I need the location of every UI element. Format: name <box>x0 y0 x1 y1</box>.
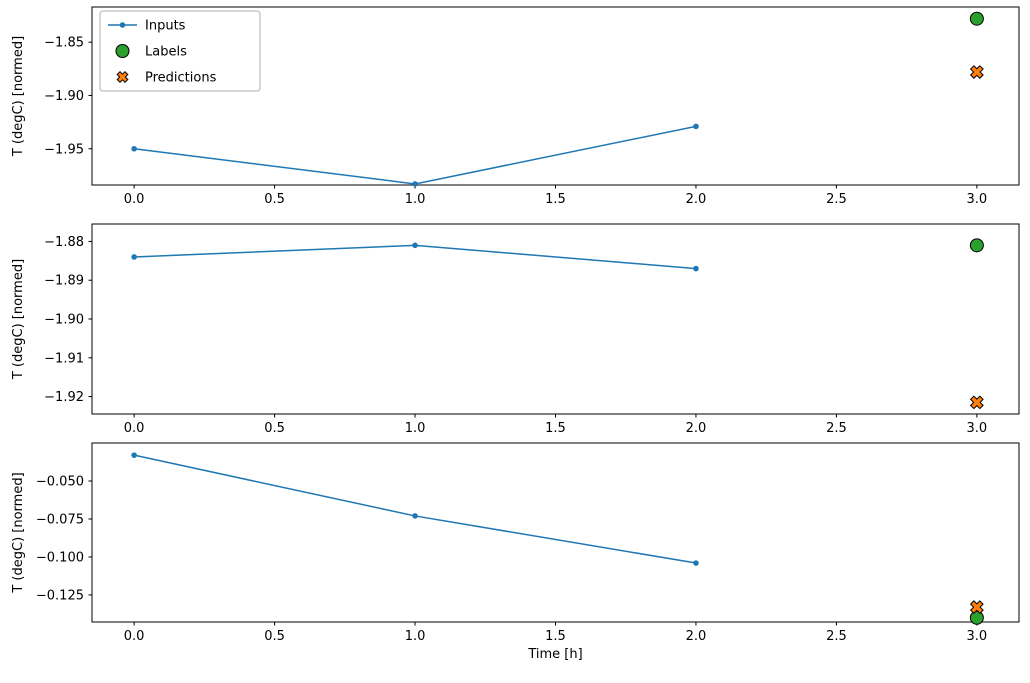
x-tick-label: 2.0 <box>686 421 707 436</box>
legend-box <box>99 10 261 92</box>
x-tick-label: 0.5 <box>264 192 285 207</box>
input-point-marker <box>412 181 418 187</box>
series-line-inputs <box>134 125 697 185</box>
legend-label: Inputs <box>145 19 186 34</box>
input-point-marker <box>412 242 418 249</box>
series-line-inputs <box>134 244 697 270</box>
legend-label: Labels <box>145 45 187 60</box>
x-tick-label: 0.0 <box>124 421 145 436</box>
x-tick-label: 1.0 <box>405 421 426 436</box>
x-tick-label: 1.0 <box>405 629 426 644</box>
label-circle-marker <box>969 11 984 26</box>
input-point-marker <box>412 513 418 519</box>
x-axis-label: Time [h] <box>527 647 582 662</box>
label-circle-marker <box>969 610 984 625</box>
legend-label: Predictions <box>145 71 217 86</box>
input-point-marker <box>693 560 699 566</box>
prediction-x-marker <box>969 600 984 615</box>
input-point-marker <box>131 145 137 152</box>
input-point-marker <box>693 123 699 130</box>
y-tick-label: −0.125 <box>36 588 84 603</box>
x-tick-label: 2.5 <box>826 629 847 644</box>
y-axis-label: T (degC) [normed] <box>11 472 26 593</box>
x-tick-label: 3.0 <box>967 421 988 436</box>
legend-line-dot <box>119 22 126 28</box>
y-axis-label: T (degC) [normed] <box>11 259 26 380</box>
x-tick-label: 3.0 <box>967 192 988 207</box>
y-tick-label: −1.90 <box>44 313 84 328</box>
x-tick-label: 0.5 <box>264 629 285 644</box>
x-tick-label: 2.5 <box>826 421 847 436</box>
x-tick-label: 1.0 <box>405 192 426 207</box>
x-tick-label: 0.0 <box>124 192 145 207</box>
y-tick-label: −1.90 <box>44 89 84 104</box>
legend-x-sample <box>116 70 129 84</box>
x-tick-label: 2.0 <box>686 629 707 644</box>
y-tick-label: −1.85 <box>44 36 84 51</box>
y-tick-label: −1.89 <box>44 274 84 289</box>
y-axis-label: T (degC) [normed] <box>11 36 26 157</box>
y-tick-label: −0.050 <box>36 474 84 489</box>
x-tick-label: 0.0 <box>124 629 145 644</box>
label-circle-marker <box>969 238 984 253</box>
y-tick-label: −1.92 <box>44 390 84 405</box>
x-tick-label: 0.5 <box>264 421 285 436</box>
prediction-x-marker <box>969 65 984 79</box>
input-point-marker <box>131 452 137 458</box>
y-tick-label: −1.88 <box>44 235 84 250</box>
input-point-marker <box>693 265 699 272</box>
legend-circle-sample <box>115 44 130 58</box>
x-tick-label: 2.0 <box>686 192 707 207</box>
x-tick-label: 1.5 <box>545 421 566 436</box>
x-tick-label: 1.5 <box>545 629 566 644</box>
y-tick-label: −1.91 <box>44 351 84 366</box>
axes-frame <box>91 442 1020 623</box>
y-tick-label: −0.100 <box>36 550 84 565</box>
y-tick-label: −0.075 <box>36 512 84 527</box>
x-tick-label: 2.5 <box>826 192 847 207</box>
x-tick-label: 1.5 <box>545 192 566 207</box>
prediction-x-marker <box>969 395 984 410</box>
x-tick-label: 3.0 <box>967 629 988 644</box>
series-line-inputs <box>133 454 697 564</box>
y-tick-label: −1.95 <box>44 142 84 157</box>
input-point-marker <box>131 254 137 260</box>
